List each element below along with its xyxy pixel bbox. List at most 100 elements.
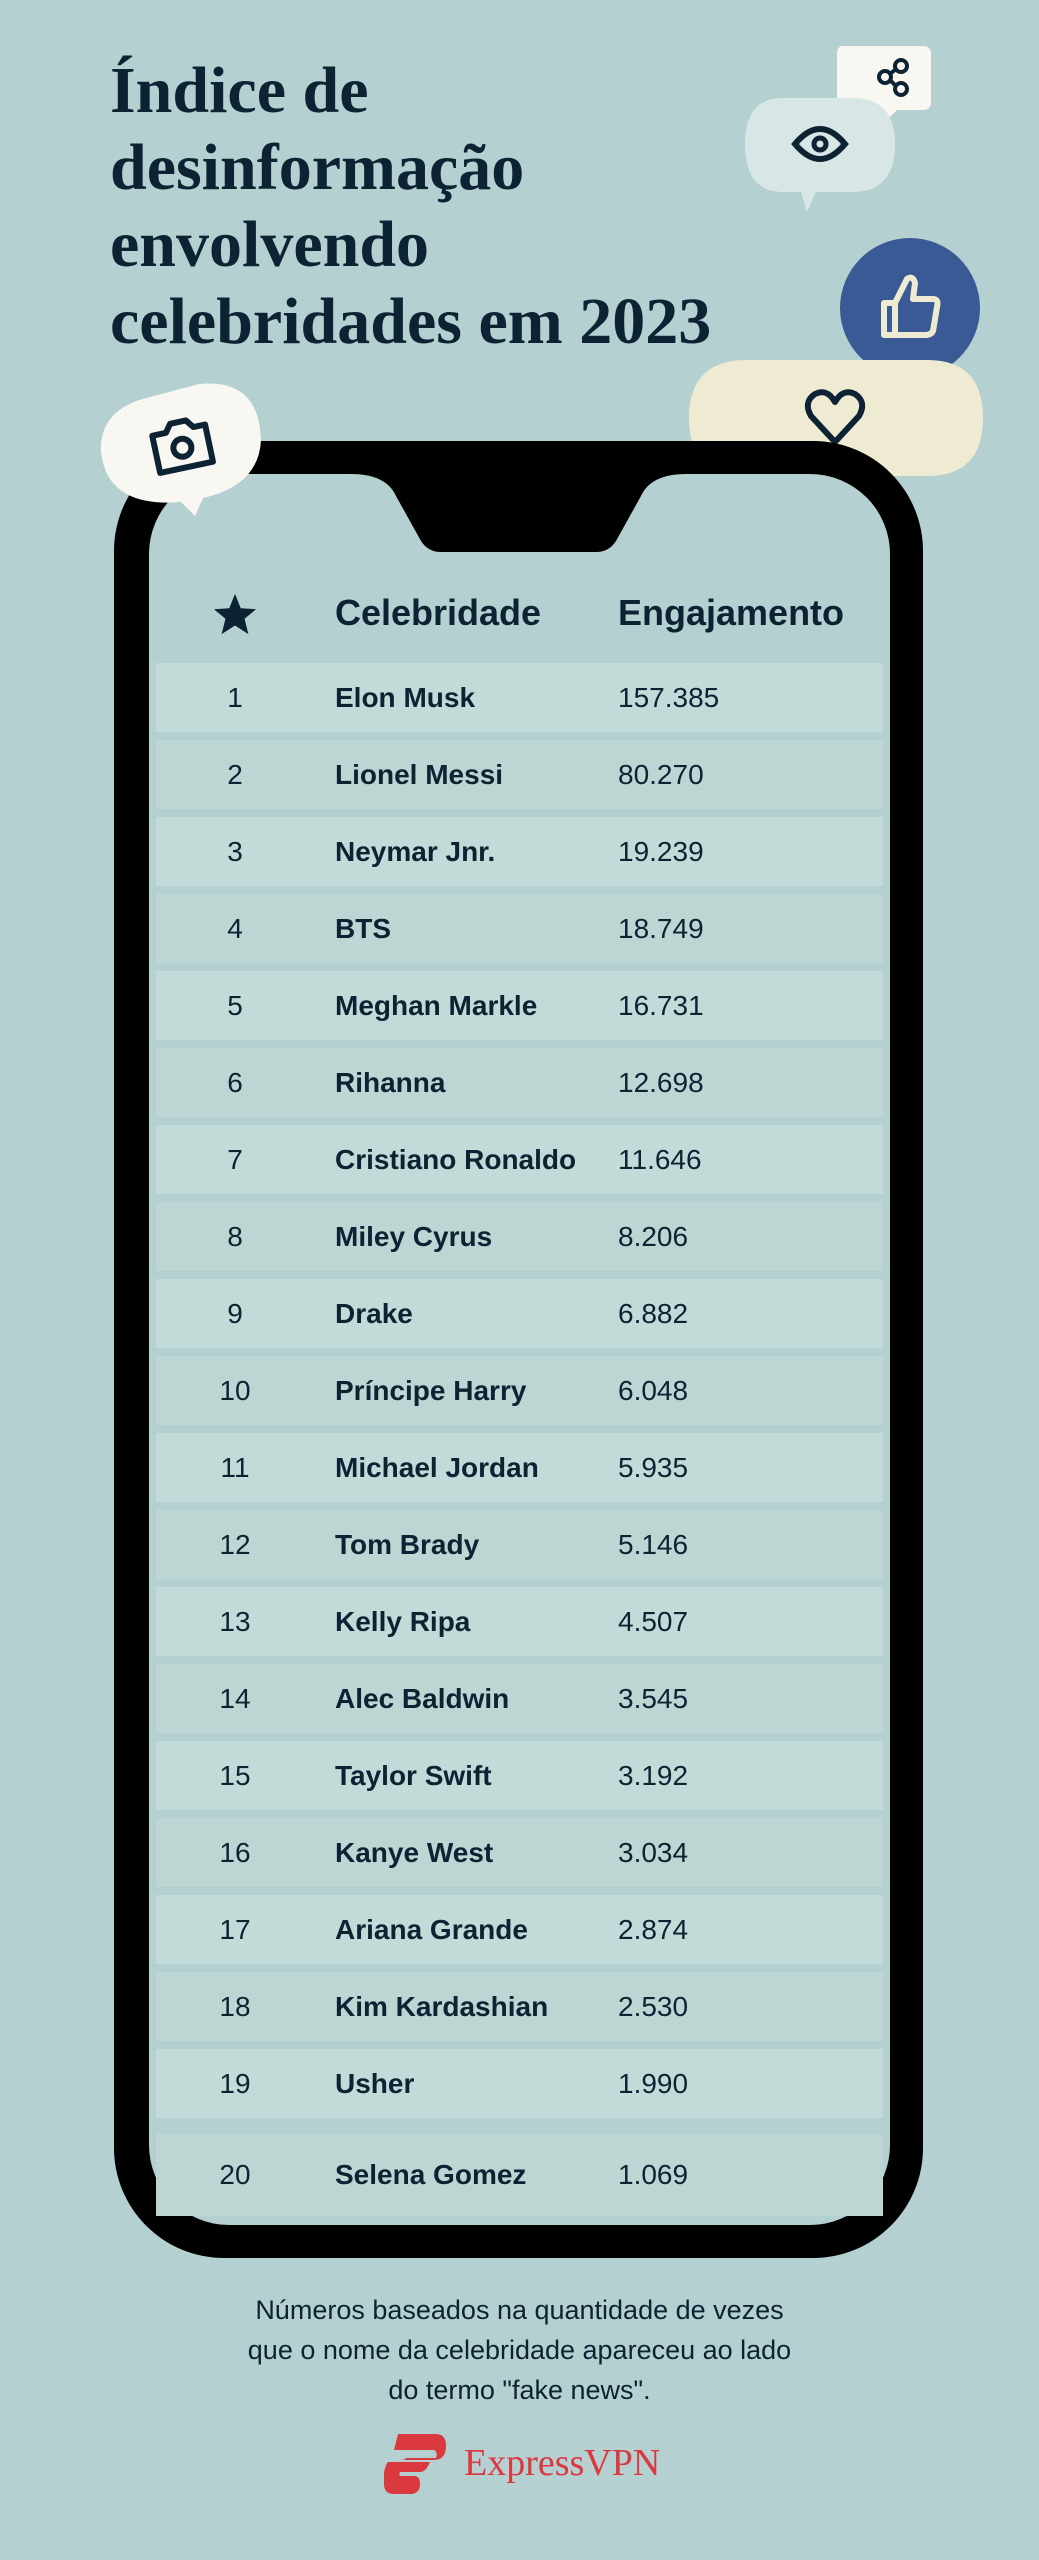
rank-cell: 9 — [227, 1298, 243, 1329]
footnote: Números baseados na quantidade de vezes … — [0, 2290, 1039, 2410]
rank-cell: 11 — [220, 1452, 250, 1483]
engagement-value: 6.882 — [618, 1298, 689, 1329]
celebrity-name: Kim Kardashian — [335, 1991, 549, 2022]
rank-cell: 19 — [219, 2068, 251, 2099]
table-row: 8 Miley Cyrus 8.206 — [156, 1202, 883, 1271]
engagement-value: 3.545 — [618, 1683, 689, 1714]
engagement-value: 1.990 — [618, 2068, 689, 2099]
rank-cell: 2 — [227, 759, 243, 790]
celebrity-name: BTS — [335, 913, 391, 944]
column-header-engagement: Engajamento — [618, 592, 845, 633]
rank-cell: 7 — [227, 1144, 243, 1175]
rank-cell: 5 — [227, 990, 243, 1021]
engagement-value: 1.069 — [618, 2159, 689, 2190]
table-row: 3 Neymar Jnr. 19.239 — [156, 817, 883, 886]
table-row: 18 Kim Kardashian 2.530 — [156, 1972, 883, 2041]
title-line: celebridades em 2023 — [110, 285, 712, 358]
page-title: Índice de desinformação envolvendo celeb… — [110, 52, 810, 360]
rank-cell: 14 — [219, 1683, 251, 1714]
engagement-value: 3.034 — [618, 1837, 689, 1868]
engagement-value: 4.507 — [618, 1606, 689, 1637]
engagement-value: 16.731 — [618, 990, 704, 1021]
heart-icon — [689, 360, 983, 524]
table-row: 13 Kelly Ripa 4.507 — [156, 1587, 883, 1656]
celebrity-name: Lionel Messi — [335, 759, 504, 790]
rank-cell: 8 — [227, 1221, 243, 1252]
celebrity-name: Alec Baldwin — [335, 1683, 510, 1714]
expressvpn-logo-icon — [384, 2434, 446, 2494]
table-row: 17 Ariana Grande 2.874 — [156, 1895, 883, 1964]
table-row: 7 Cristiano Ronaldo 11.646 — [156, 1125, 883, 1194]
table-row: 5 Meghan Markle 16.731 — [156, 971, 883, 1040]
thumbs-up-icon — [840, 238, 980, 378]
brand-name: ExpressVPN — [464, 2442, 661, 2484]
table-row: 1 Elon Musk 157.385 — [156, 663, 883, 732]
celebrity-name: Elon Musk — [335, 682, 476, 713]
footnote-line: Números baseados na quantidade de vezes — [255, 2295, 784, 2325]
engagement-value: 5.146 — [618, 1529, 689, 1560]
eye-icon — [745, 98, 895, 212]
celebrity-name: Michael Jordan — [335, 1452, 539, 1483]
celebrity-name: Meghan Markle — [335, 990, 538, 1021]
table-row: 10 Príncipe Harry 6.048 — [156, 1356, 883, 1425]
title-line: Índice de — [110, 54, 369, 127]
table-row: 15 Taylor Swift 3.192 — [156, 1741, 883, 1810]
table-row: 6 Rihanna 12.698 — [156, 1048, 883, 1117]
column-header-celebrity: Celebridade — [335, 592, 542, 633]
engagement-value: 80.270 — [618, 759, 704, 790]
rank-cell: 3 — [227, 836, 243, 867]
celebrity-name: Neymar Jnr. — [335, 836, 496, 867]
celebrity-name: Taylor Swift — [335, 1760, 492, 1791]
engagement-value: 3.192 — [618, 1760, 689, 1791]
rank-cell: 17 — [219, 1914, 251, 1945]
rank-cell: 12 — [219, 1529, 251, 1560]
celebrity-name: Drake — [335, 1298, 413, 1329]
celebrity-name: Kelly Ripa — [335, 1606, 471, 1637]
rank-cell: 16 — [219, 1837, 251, 1868]
table-row: 2 Lionel Messi 80.270 — [156, 740, 883, 809]
celebrity-name: Rihanna — [335, 1067, 446, 1098]
celebrity-name: Miley Cyrus — [335, 1221, 493, 1252]
rank-cell: 15 — [219, 1760, 251, 1791]
engagement-value: 2.530 — [618, 1991, 689, 2022]
rank-cell: 13 — [219, 1606, 251, 1637]
share-icon — [837, 46, 931, 132]
table-row: 9 Drake 6.882 — [156, 1279, 883, 1348]
celebrity-name: Príncipe Harry — [335, 1375, 527, 1406]
star-icon — [213, 593, 257, 635]
engagement-value: 157.385 — [618, 682, 720, 713]
table-row: 12 Tom Brady 5.146 — [156, 1510, 883, 1579]
engagement-value: 6.048 — [618, 1375, 689, 1406]
rank-cell: 1 — [227, 682, 243, 713]
celebrity-name: Cristiano Ronaldo — [335, 1144, 577, 1175]
engagement-value: 8.206 — [618, 1221, 689, 1252]
celebrity-name: Ariana Grande — [335, 1914, 528, 1945]
rank-cell: 18 — [219, 1991, 251, 2022]
table-row: 20 Selena Gomez 1.069 — [156, 2134, 883, 2216]
table-row: 11 Michael Jordan 5.935 — [156, 1433, 883, 1502]
footnote-line: que o nome da celebridade apareceu ao la… — [247, 2335, 792, 2365]
engagement-value: 2.874 — [618, 1914, 689, 1945]
engagement-value: 12.698 — [618, 1067, 704, 1098]
phone-notch — [351, 441, 686, 552]
engagement-value: 11.646 — [618, 1144, 702, 1175]
celebrity-name: Usher — [335, 2068, 415, 2099]
rank-cell: 6 — [227, 1067, 243, 1098]
title-line: desinformação — [110, 131, 525, 204]
table-row: 4 BTS 18.749 — [156, 894, 883, 963]
footnote-line: do termo "fake news". — [388, 2375, 651, 2405]
rank-cell: 4 — [227, 913, 243, 944]
table-row: 16 Kanye West 3.034 — [156, 1818, 883, 1887]
celebrity-name: Selena Gomez — [335, 2159, 527, 2190]
table-row: 19 Usher 1.990 — [156, 2049, 883, 2118]
title-line: envolvendo — [110, 208, 430, 281]
camera-icon — [100, 383, 262, 516]
engagement-value: 19.239 — [618, 836, 704, 867]
table-row: 14 Alec Baldwin 3.545 — [156, 1664, 883, 1733]
engagement-value: 5.935 — [618, 1452, 689, 1483]
rank-cell: 20 — [219, 2159, 251, 2190]
rank-cell: 10 — [219, 1375, 251, 1406]
celebrity-name: Tom Brady — [335, 1529, 480, 1560]
engagement-value: 18.749 — [618, 913, 704, 944]
celebrity-name: Kanye West — [335, 1837, 494, 1868]
